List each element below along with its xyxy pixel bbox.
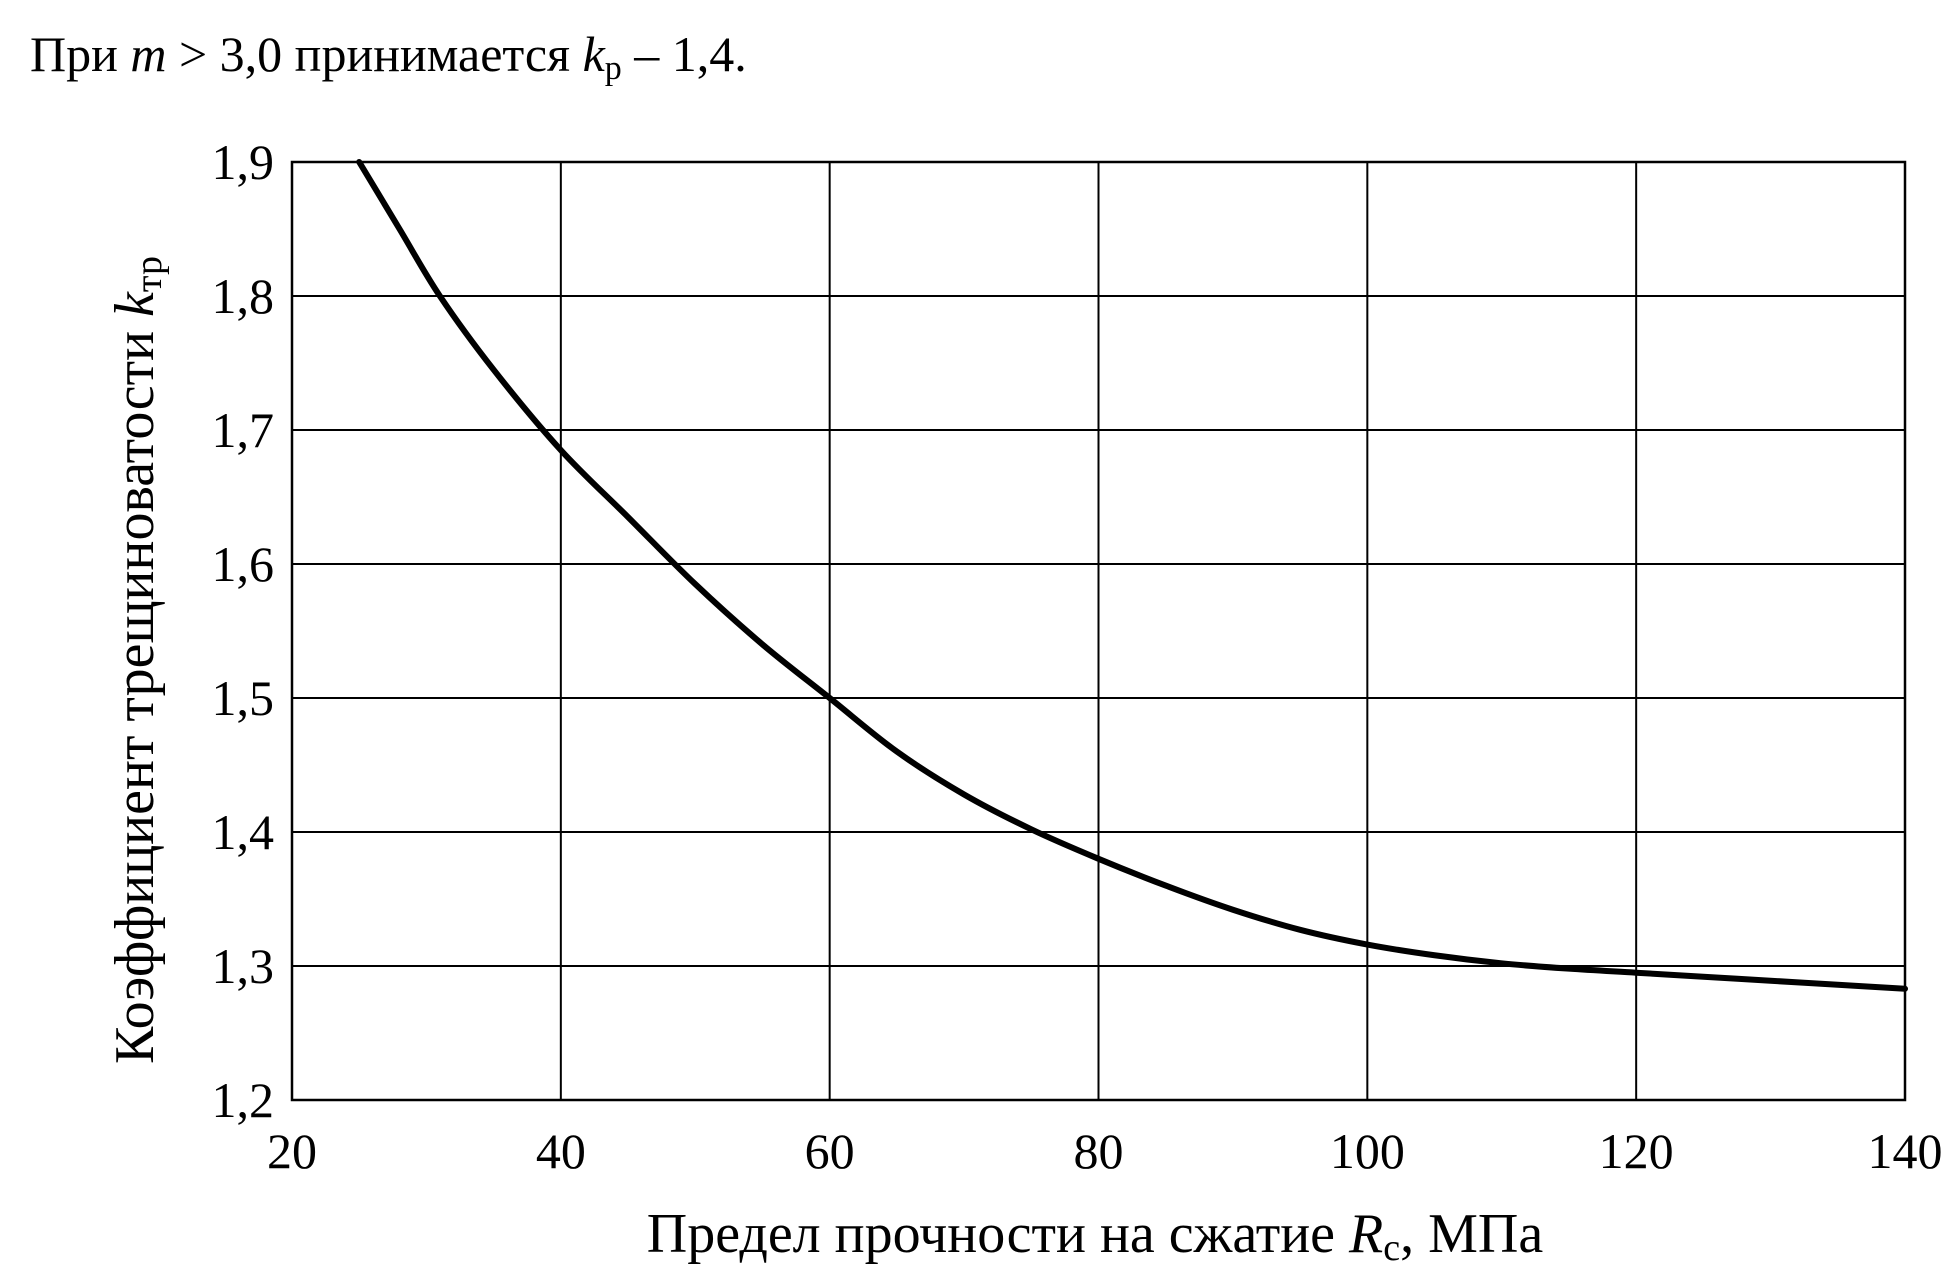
- y-tick-label: 1,2: [212, 1072, 275, 1128]
- intro-part3: – 1,4.: [621, 26, 747, 82]
- x-axis-label-var: R: [1348, 1203, 1383, 1265]
- x-axis-label-sub: с: [1383, 1227, 1400, 1269]
- y-tick-label: 1,3: [212, 938, 275, 994]
- horizontal-grid-lines: [292, 295, 1905, 967]
- x-tick-label: 120: [1599, 1123, 1674, 1179]
- y-tick-labels: 1,2 1,3 1,4 1,5 1,6 1,7 1,8 1,9: [212, 134, 275, 1128]
- y-tick-label: 1,5: [212, 670, 275, 726]
- y-axis-label: Коэффициент трещиноватости kтр: [104, 256, 170, 1064]
- x-axis-label-suffix: , МПа: [1400, 1203, 1543, 1265]
- plot-frame: [290, 160, 1907, 1102]
- x-tick-labels: 20 40 60 80 100 120 140: [267, 1123, 1943, 1179]
- y-tick-label: 1,8: [212, 268, 275, 324]
- intro-text: При m > 3,0 принимается kр – 1,4.: [30, 22, 747, 101]
- intro-part2: > 3,0 принимается: [166, 26, 583, 82]
- vertical-grid-lines: [559, 162, 1638, 1100]
- intro-var-m: m: [130, 26, 167, 82]
- x-axis-label: Предел прочности на сжатие Rс, МПа: [647, 1203, 1544, 1269]
- x-tick-label: 40: [536, 1123, 586, 1179]
- y-axis-label-var: k: [104, 291, 166, 317]
- x-axis-label-text: Предел прочности на сжатие: [647, 1203, 1349, 1265]
- y-tick-label: 1,4: [212, 804, 275, 860]
- x-tick-label: 60: [805, 1123, 855, 1179]
- y-tick-label: 1,7: [212, 402, 275, 458]
- x-tick-label: 100: [1330, 1123, 1405, 1179]
- y-axis-label-text: Коэффициент трещиноватости: [104, 317, 166, 1064]
- y-axis-label-sub: тр: [128, 256, 170, 292]
- x-tick-label: 80: [1074, 1123, 1124, 1179]
- intro-var-k: k: [582, 26, 605, 82]
- x-tick-label: 20: [267, 1123, 317, 1179]
- x-tick-label: 140: [1868, 1123, 1943, 1179]
- y-tick-label: 1,9: [212, 134, 275, 190]
- intro-sub-k: р: [604, 50, 622, 87]
- series-curve: [356, 159, 1908, 992]
- y-tick-label: 1,6: [212, 536, 275, 592]
- intro-part1: При: [30, 26, 131, 82]
